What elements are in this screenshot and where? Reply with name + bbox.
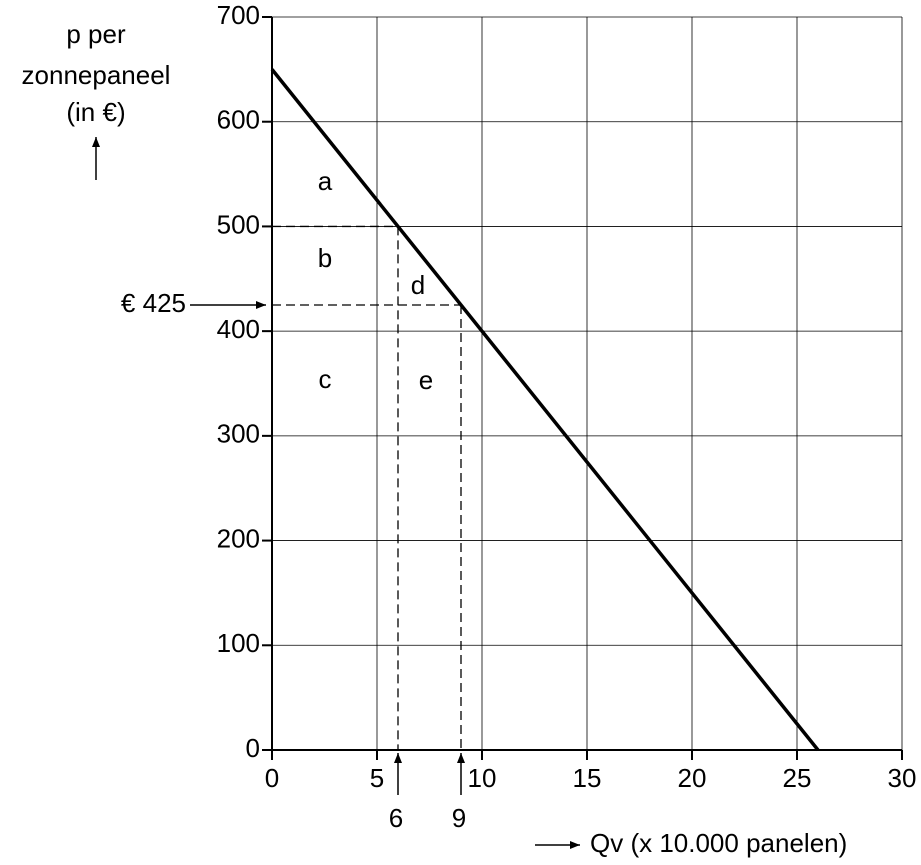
- demand-line: [270, 68, 820, 752]
- y-axis-title: p per: [66, 19, 126, 49]
- region-label: e: [419, 365, 433, 395]
- reference-y-label: € 425: [121, 288, 186, 318]
- y-axis-title: (in €): [66, 97, 125, 127]
- x-tick-label: 10: [468, 763, 497, 793]
- y-tick-label: 600: [217, 105, 260, 135]
- reference-x-label: 9: [452, 803, 466, 833]
- y-axis-title: zonnepaneel: [22, 60, 171, 90]
- x-tick-label: 30: [888, 763, 917, 793]
- x-tick-label: 0: [265, 763, 279, 793]
- x-tick-label: 25: [783, 763, 812, 793]
- y-tick-label: 200: [217, 523, 260, 553]
- x-tick-label: 5: [370, 763, 384, 793]
- grid: [271, 16, 903, 751]
- region-label: b: [318, 243, 332, 273]
- region-label: a: [318, 166, 333, 196]
- region-label: c: [319, 364, 332, 394]
- y-tick-label: 500: [217, 209, 260, 239]
- x-tick-label: 20: [678, 763, 707, 793]
- x-tick-label: 15: [573, 763, 602, 793]
- region-label: d: [411, 270, 425, 300]
- x-axis-title: Qv (x 10.000 panelen): [590, 828, 847, 858]
- y-tick-label: 300: [217, 419, 260, 449]
- y-tick-label: 100: [217, 628, 260, 658]
- y-tick-label: 0: [246, 733, 260, 763]
- y-tick-label: 400: [217, 314, 260, 344]
- y-tick-label: 700: [217, 0, 260, 30]
- reference-x-label: 6: [389, 803, 403, 833]
